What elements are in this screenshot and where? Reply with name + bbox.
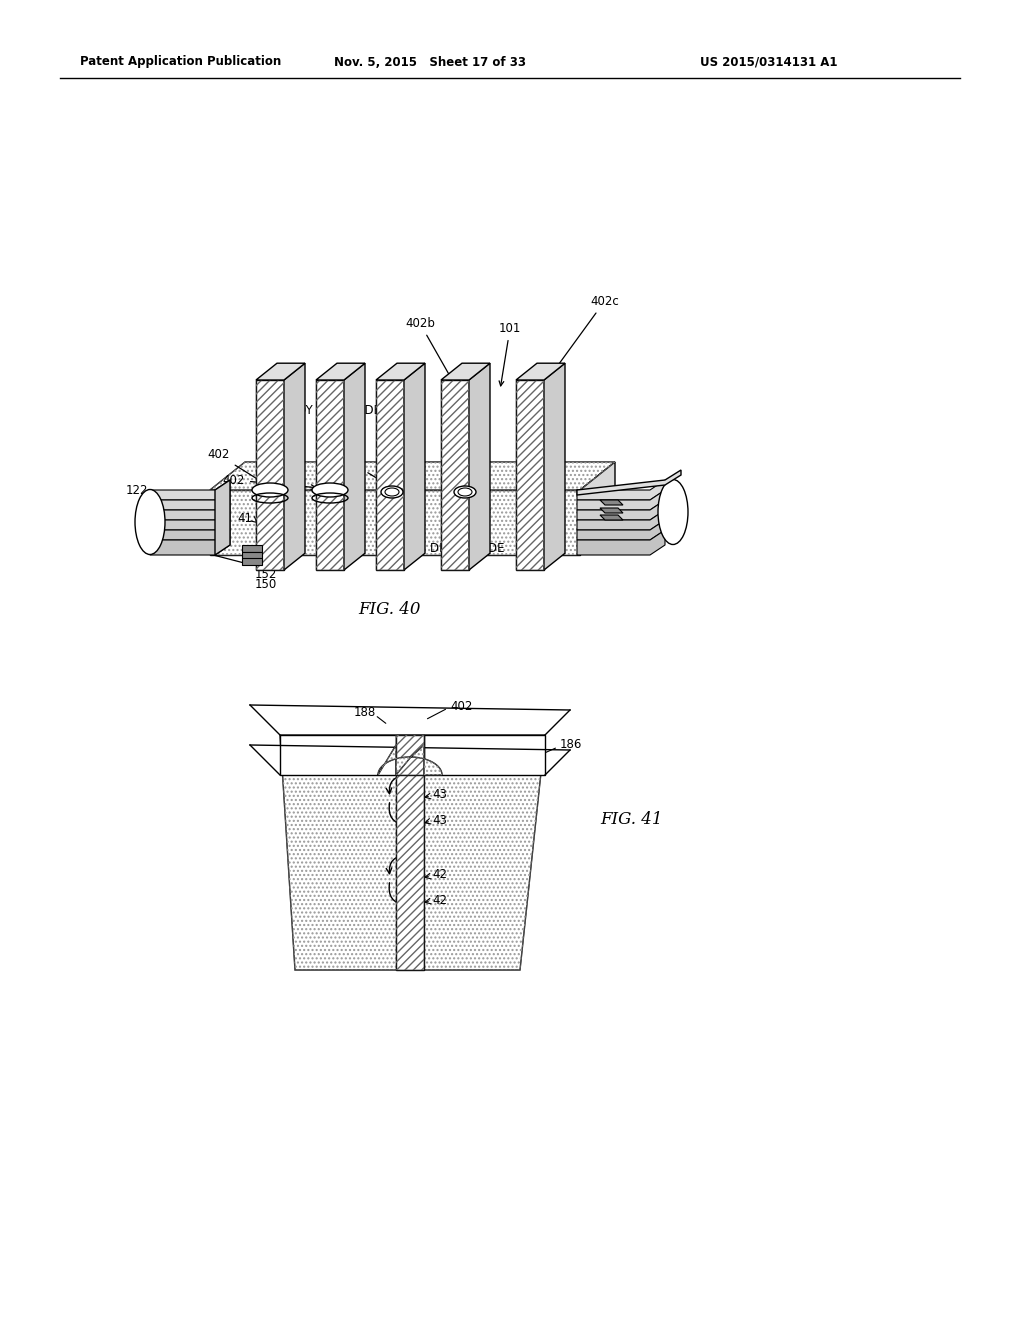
Text: 43: 43 (432, 813, 446, 826)
Text: 122: 122 (126, 483, 172, 517)
Polygon shape (577, 500, 665, 520)
Text: 101: 101 (499, 322, 521, 385)
Polygon shape (580, 462, 615, 554)
Polygon shape (600, 515, 623, 520)
Polygon shape (376, 363, 425, 380)
Polygon shape (600, 500, 623, 506)
Text: 140: 140 (182, 544, 248, 565)
Text: FIG. 40: FIG. 40 (358, 602, 421, 619)
Text: 41: 41 (237, 511, 252, 524)
Text: BODY FLUID SIDE: BODY FLUID SIDE (280, 404, 381, 417)
Ellipse shape (454, 486, 476, 498)
Text: 402: 402 (208, 449, 271, 488)
Text: 42: 42 (432, 869, 447, 882)
Ellipse shape (458, 488, 472, 496)
Text: 43: 43 (432, 788, 446, 801)
Polygon shape (242, 558, 262, 565)
Polygon shape (242, 545, 262, 552)
Polygon shape (404, 363, 425, 570)
Polygon shape (577, 520, 665, 540)
Ellipse shape (381, 486, 403, 498)
Polygon shape (411, 744, 442, 775)
Polygon shape (600, 508, 623, 513)
Polygon shape (577, 490, 665, 510)
Text: 402: 402 (450, 700, 472, 713)
Polygon shape (316, 363, 365, 380)
Polygon shape (256, 380, 284, 570)
Polygon shape (210, 462, 615, 490)
Polygon shape (516, 380, 544, 570)
Ellipse shape (312, 483, 348, 498)
Polygon shape (316, 380, 344, 570)
Text: 402b: 402b (406, 317, 454, 383)
Polygon shape (577, 470, 681, 495)
Ellipse shape (252, 483, 288, 498)
Text: 402: 402 (222, 474, 315, 490)
Polygon shape (396, 735, 424, 775)
Text: 402a: 402a (336, 455, 390, 487)
Polygon shape (577, 480, 665, 500)
Text: 42: 42 (432, 894, 447, 907)
Polygon shape (284, 363, 305, 570)
Polygon shape (256, 363, 305, 380)
Ellipse shape (385, 488, 399, 496)
Text: Patent Application Publication: Patent Application Publication (80, 55, 282, 69)
Text: 140: 140 (625, 491, 647, 504)
Polygon shape (441, 380, 469, 570)
Polygon shape (376, 380, 404, 570)
Text: 152: 152 (625, 511, 647, 524)
Text: 186: 186 (335, 521, 357, 554)
Polygon shape (544, 363, 565, 570)
Text: 41: 41 (278, 511, 293, 524)
Text: Nov. 5, 2015   Sheet 17 of 33: Nov. 5, 2015 Sheet 17 of 33 (334, 55, 526, 69)
Text: 188: 188 (464, 494, 493, 515)
Text: 402c: 402c (542, 294, 618, 388)
Polygon shape (150, 490, 230, 510)
Text: 150: 150 (625, 502, 647, 515)
Polygon shape (577, 510, 665, 531)
Polygon shape (242, 552, 262, 558)
Polygon shape (215, 480, 230, 554)
Polygon shape (577, 531, 665, 554)
Polygon shape (150, 480, 230, 500)
Polygon shape (469, 363, 490, 570)
Polygon shape (280, 735, 545, 970)
Polygon shape (280, 735, 545, 775)
Text: 152: 152 (255, 569, 278, 582)
Polygon shape (150, 520, 230, 540)
Polygon shape (150, 510, 230, 531)
Text: DEVICE SIDE: DEVICE SIDE (430, 541, 505, 554)
Polygon shape (150, 500, 230, 520)
Polygon shape (150, 531, 230, 554)
Text: US 2015/0314131 A1: US 2015/0314131 A1 (700, 55, 838, 69)
Ellipse shape (658, 479, 688, 544)
Text: FIG. 41: FIG. 41 (600, 812, 663, 829)
Polygon shape (378, 744, 411, 775)
Polygon shape (516, 363, 565, 380)
Polygon shape (441, 363, 490, 380)
Polygon shape (344, 363, 365, 570)
Text: 150: 150 (255, 578, 278, 591)
Ellipse shape (135, 490, 165, 554)
Polygon shape (396, 735, 424, 970)
Polygon shape (210, 490, 580, 554)
Text: 186: 186 (560, 738, 583, 751)
Text: 188: 188 (354, 705, 376, 718)
